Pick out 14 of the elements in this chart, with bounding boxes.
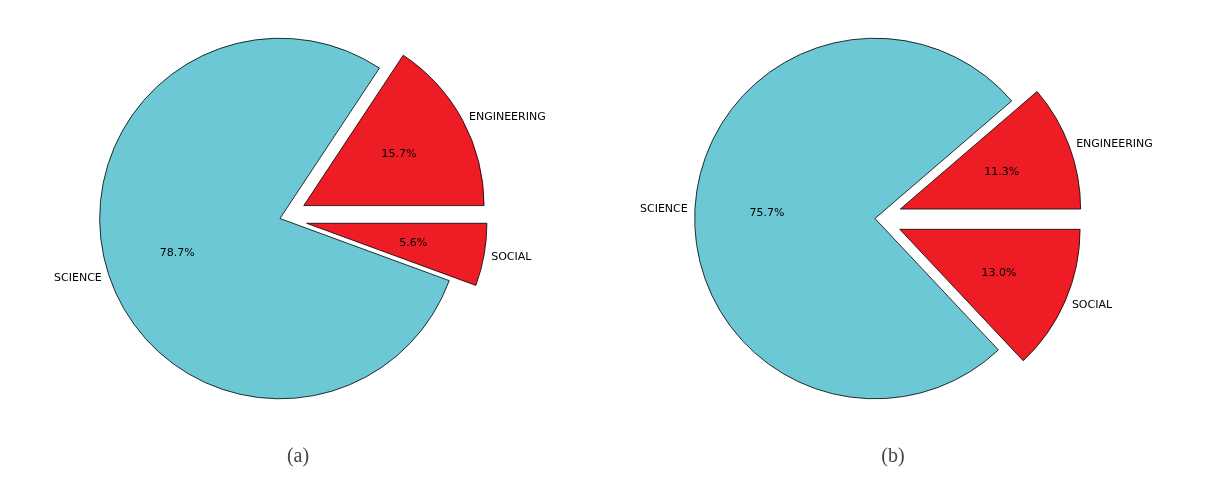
- slice-label: SCIENCE: [640, 201, 688, 215]
- slice-label: SCIENCE: [54, 270, 102, 284]
- data-label: 13.0%: [981, 266, 1017, 280]
- slice-label: SOCIAL: [1071, 297, 1113, 311]
- slice-label: SOCIAL: [491, 249, 533, 263]
- data-label: 78.7%: [159, 246, 195, 260]
- slice-label: ENGINEERING: [468, 109, 546, 123]
- data-label: 11.3%: [984, 164, 1020, 178]
- data-label: 75.7%: [749, 206, 785, 220]
- text: (b): [881, 443, 905, 467]
- data-label: 5.6%: [399, 235, 428, 249]
- text: (a): [286, 443, 310, 467]
- slice-label: ENGINEERING: [1076, 136, 1153, 150]
- data-label: 15.7%: [381, 147, 417, 161]
